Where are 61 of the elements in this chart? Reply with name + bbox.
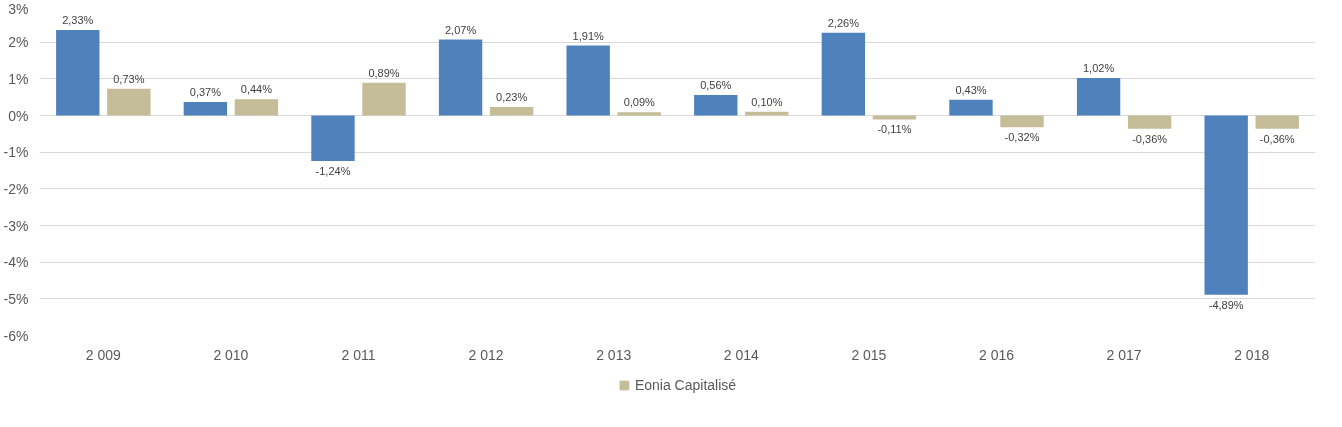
bar (821, 32, 866, 116)
y-tick-label: -3% (3, 217, 29, 234)
data-label: 0,23% (496, 91, 528, 104)
bar (311, 115, 355, 161)
data-label: 0,09% (623, 96, 656, 109)
bar (566, 45, 610, 116)
bar (872, 115, 917, 120)
y-tick-label: 3% (8, 0, 29, 17)
data-label: -1,24% (315, 164, 351, 177)
data-label: -0,36% (1259, 132, 1295, 145)
y-tick-label: 0% (8, 107, 29, 124)
y-tick-label: -5% (3, 290, 29, 307)
x-tick-label: 2 017 (1106, 346, 1142, 363)
data-label: 0,10% (751, 95, 783, 108)
bar (489, 107, 534, 116)
y-tick-label: 1% (8, 70, 29, 87)
data-label: -0,11% (877, 123, 912, 136)
bar (694, 94, 738, 116)
x-tick-label: 2 011 (341, 346, 376, 363)
bar (1255, 115, 1299, 129)
y-tick-label: -4% (3, 254, 29, 271)
bar (1127, 115, 1172, 129)
bar (1000, 115, 1044, 128)
x-tick-label: 2 014 (723, 346, 760, 363)
x-tick-label: 2 010 (213, 346, 249, 363)
data-label: 0,43% (955, 83, 987, 96)
data-label: -0,32% (1004, 131, 1040, 144)
bar (745, 111, 789, 116)
data-label: 0,56% (700, 79, 732, 92)
data-label: -4,89% (1208, 298, 1244, 311)
data-label: 0,89% (368, 66, 400, 79)
data-label: -0,36% (1132, 132, 1168, 145)
bar (183, 101, 228, 116)
y-tick-label: 2% (8, 34, 29, 51)
y-tick-label: -2% (3, 180, 29, 197)
y-tick-label: -1% (3, 144, 29, 161)
x-tick-label: 2 012 (468, 346, 504, 363)
bar (1204, 115, 1248, 295)
x-tick-label: 2 016 (978, 346, 1015, 363)
bar (617, 112, 661, 116)
bar (1076, 78, 1121, 116)
x-tick-label: 2 009 (85, 346, 122, 363)
data-label: 0,37% (189, 85, 222, 98)
bar (56, 30, 100, 116)
data-label: 2,33% (62, 14, 94, 27)
x-tick-label: 2 018 (1234, 346, 1270, 363)
data-label: 2,07% (444, 23, 477, 36)
y-tick-label: -6% (3, 327, 29, 344)
bar (234, 99, 279, 116)
bar (362, 82, 406, 116)
x-tick-label: 2 015 (851, 346, 887, 363)
bar (438, 39, 483, 116)
x-tick-label: 2 013 (596, 346, 632, 363)
data-label: 1,91% (572, 29, 604, 42)
data-label: 1,02% (1082, 62, 1115, 75)
data-label: 0,44% (240, 83, 273, 96)
legend-label: Eonia Capitalisé (634, 377, 737, 393)
data-label: 2,26% (827, 16, 860, 29)
bar (949, 99, 993, 116)
data-label: 0,73% (113, 72, 145, 85)
bar (107, 88, 151, 116)
